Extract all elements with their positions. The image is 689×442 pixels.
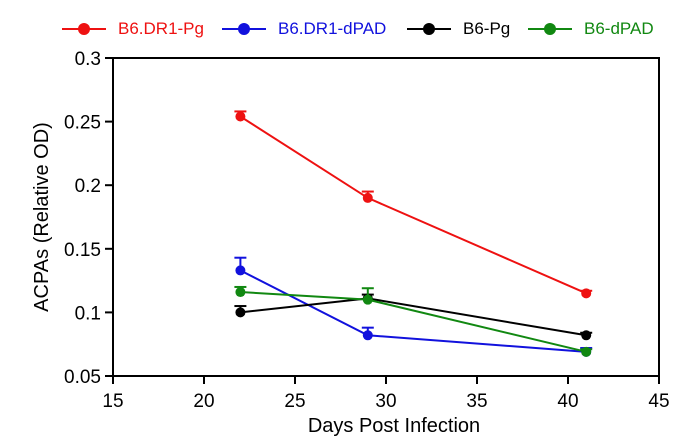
series-b6-dr1-pg [234,110,593,299]
x-tick-label: 30 [375,391,396,412]
series-layer [234,110,593,357]
legend-item-b6-dr1-dpad[interactable]: B6.DR1-dPAD [222,16,386,42]
legend-label: B6.DR1-Pg [118,19,204,38]
legend-item-b6-dpad[interactable]: B6-dPAD [528,16,654,42]
series-b6-pg [234,293,593,341]
data-point [235,265,246,276]
legend-label: B6-Pg [463,19,511,38]
series-line [240,297,587,337]
x-tick-label: 25 [284,391,305,412]
series-line [239,115,587,295]
data-point [581,330,592,341]
legend-marker [407,23,451,35]
y-tick-label: 0.3 [75,49,101,70]
x-tick-label: 15 [102,391,123,412]
series-line [240,291,587,353]
legend: B6.DR1-Pg B6.DR1-dPAD B6-Pg B6-dPAD [62,16,682,42]
legend-marker [222,23,266,35]
legend-item-b6-dr1-pg[interactable]: B6.DR1-Pg [62,16,204,42]
series-b6-dpad [234,285,593,357]
y-axis: 0.05 0.1 0.15 0.2 0.25 0.3 [64,49,113,388]
data-point [235,111,246,122]
data-point [362,294,373,305]
y-tick-label: 0.2 [75,176,101,197]
x-tick-label: 20 [193,391,214,412]
y-tick-label: 0.1 [75,303,101,324]
data-point [581,346,592,357]
x-axis: 15 20 25 30 35 40 45 [102,376,670,412]
y-tick-label: 0.15 [64,240,101,261]
y-tick-label: 0.25 [64,113,101,134]
legend-item-b6-pg[interactable]: B6-Pg [407,16,510,42]
x-tick-label: 45 [648,391,669,412]
plot-area [112,57,660,377]
legend-label: B6.DR1-dPAD [278,19,387,38]
y-tick-label: 0.05 [64,367,101,388]
legend-label: B6-dPAD [584,19,654,38]
legend-marker [528,23,572,35]
y-axis-title: ACPAs (Relative OD) [31,122,53,312]
x-axis-title: Days Post Infection [308,415,480,437]
data-point [362,330,373,341]
data-point [235,307,246,318]
legend-marker [62,23,106,35]
x-tick-label: 35 [466,391,487,412]
data-point [581,288,592,299]
data-point [235,287,246,298]
x-tick-label: 40 [557,391,578,412]
data-point [362,192,373,203]
